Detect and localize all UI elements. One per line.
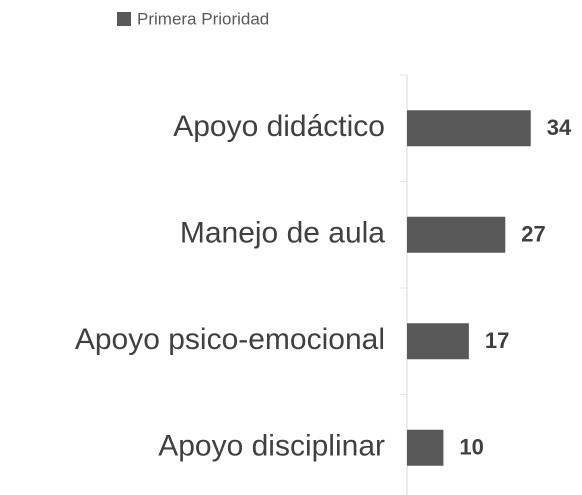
category-label: Apoyo disciplinar: [158, 430, 385, 463]
value-label: 17: [485, 328, 509, 353]
value-label: 10: [459, 435, 483, 460]
bar: [407, 216, 506, 253]
bar: [407, 110, 531, 147]
value-label: 27: [521, 222, 545, 247]
category-label: Manejo de aula: [180, 217, 385, 250]
legend-label: Primera Prioridad: [137, 9, 269, 28]
category-label: Apoyo psico-emocional: [75, 323, 385, 356]
bar: [407, 323, 469, 360]
category-label: Apoyo didáctico: [173, 110, 385, 143]
value-label: 34: [547, 115, 572, 140]
bar: [407, 429, 444, 466]
legend-swatch: [117, 12, 131, 26]
